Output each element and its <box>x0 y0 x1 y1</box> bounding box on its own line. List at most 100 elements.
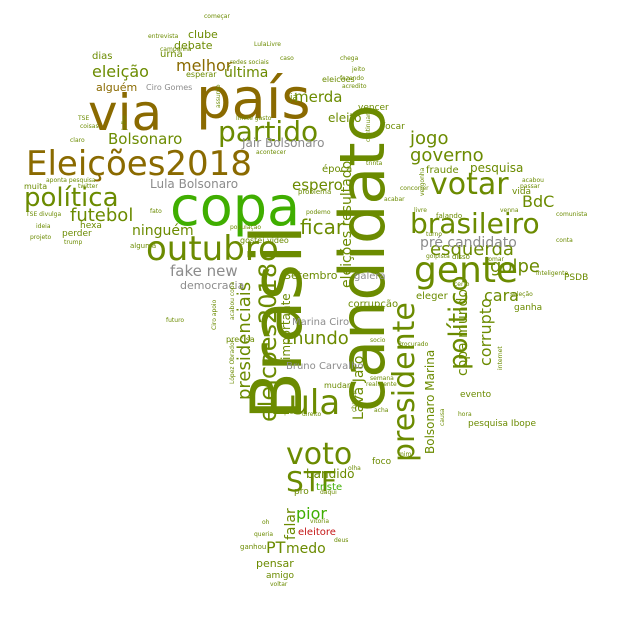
word-pre-candidato: pré candidato <box>420 235 517 251</box>
word-futuro: futuro <box>166 317 185 324</box>
word-galera: galera <box>354 271 386 282</box>
word-gente: gente <box>414 250 519 291</box>
word-eleito: eleito <box>328 111 362 125</box>
word-medo: medo <box>286 541 326 557</box>
word-venna: venna <box>500 207 519 214</box>
word-votar: votar <box>430 167 509 202</box>
word-bandido: bandido <box>306 467 355 481</box>
word-turno: turno <box>426 231 442 238</box>
word-daqui: daqui <box>320 489 337 496</box>
word-vencer: vencer <box>358 103 389 113</box>
word-ciro-gomes: Ciro Gomes <box>146 83 193 92</box>
word-procurado: Procurado <box>398 341 429 348</box>
word-direito: direito <box>302 411 322 418</box>
word-lula-livre: LulaLivre <box>254 41 281 48</box>
word-alguem: alguém <box>96 81 138 94</box>
word-tse: TSE <box>78 115 90 122</box>
word-eleicoes2018: Eleições2018 <box>26 144 252 184</box>
word-assunto: assunto <box>215 84 222 108</box>
word-debate: debate <box>174 39 213 52</box>
word-trinta: trinta <box>366 160 383 167</box>
word-golpe: golpe <box>490 256 540 277</box>
word-dias: dias <box>92 51 113 62</box>
word-falando: falando <box>436 212 463 220</box>
word-pesquisa: pesquisa <box>470 161 524 175</box>
word-inteligente: inteligente <box>536 270 569 277</box>
word-bdc: BdC <box>522 192 555 211</box>
word-certo: certo <box>454 281 470 288</box>
word-redes-sociais: redes sociais <box>230 59 269 66</box>
word-muita: muita <box>24 182 48 191</box>
word-realmente: realmente <box>366 381 397 388</box>
word-eleicoes: eleicoes <box>322 75 355 84</box>
word-pior: pior <box>296 504 327 523</box>
word-pt: PT <box>266 538 286 557</box>
word-aponta-pesquisa: aponta pesquisa <box>46 177 96 184</box>
word-comecar: começar <box>204 13 230 20</box>
word-fake-new: fake new <box>170 262 238 280</box>
word-lopez-obrador: López Obrador <box>229 339 236 384</box>
word-esquerda: esquerda <box>430 239 514 260</box>
word-brasileiro: brasileiro <box>410 207 540 240</box>
word-vida: vida <box>512 187 532 197</box>
word-perder: perder <box>62 229 92 239</box>
word-ganhou: ganhou <box>240 543 267 551</box>
word-eleger: eleger <box>416 291 448 302</box>
word-bruno-carvalho: Bruno Carvalho <box>286 361 364 372</box>
word-coisas: coisas <box>80 123 99 130</box>
word-partido: partido <box>218 115 319 148</box>
word-chega: chega <box>340 55 359 62</box>
word-democracia: democracia <box>180 279 245 292</box>
word-bolsonaro-marina: Bolsonaro Marina <box>423 349 437 454</box>
word-precisa: precisa <box>226 335 255 344</box>
word-corrupto: corrupto <box>476 298 495 366</box>
word-concorrer: concorrer <box>400 185 429 192</box>
word-jair-bolsonaro: Jair Bolsonaro <box>242 136 325 150</box>
word-alguma: alguma <box>130 242 157 250</box>
word-clube: clube <box>188 28 218 41</box>
word-pais: país <box>196 67 311 132</box>
word-conta: conta <box>556 237 573 244</box>
word-ficar: ficar <box>300 215 345 239</box>
word-disso: disso <box>452 253 470 261</box>
word-populacao: população <box>230 224 262 231</box>
word-urna: urna <box>160 49 183 60</box>
word-podemo: podemo <box>306 209 331 216</box>
word-trump: trump <box>64 239 83 246</box>
word-problema: problema <box>298 188 332 196</box>
word-evento: evento <box>460 390 492 400</box>
word-pensar: pensar <box>256 557 294 570</box>
word-lula: Lula <box>270 383 341 423</box>
word-campanha: campanha <box>160 46 192 53</box>
word-amigo: amigo <box>266 571 295 581</box>
word-voltar: voltar <box>270 581 288 588</box>
word-livre: livre <box>414 207 427 214</box>
word-olha: olha <box>348 465 361 472</box>
word-ganha: ganha <box>514 303 543 313</box>
word-triste: triste <box>316 482 343 493</box>
word-hora: hora <box>458 411 472 418</box>
word-julho: julho <box>121 115 128 130</box>
word-tse-divulga: TSE divulga <box>26 211 62 218</box>
word-caso: caso <box>280 55 294 62</box>
word-ultima: última <box>224 65 269 81</box>
word-socio: socio <box>370 337 386 344</box>
word-jogo: jogo <box>410 128 449 149</box>
word-ninguem: ninguém <box>132 223 194 239</box>
word-hexa: hexa <box>80 221 102 231</box>
word-stf: STF <box>286 465 337 498</box>
word-acabar: acabar <box>384 196 405 203</box>
word-melhor: melhor <box>176 56 233 75</box>
word-claro: claro <box>70 137 85 144</box>
word-foco: foco <box>372 457 392 467</box>
word-golpista: golpista <box>426 253 450 260</box>
word-continuar: continuar <box>365 113 372 142</box>
word-internet: internet <box>497 346 504 370</box>
word-causa: causa <box>439 408 446 426</box>
word-passar: passar <box>520 183 540 190</box>
word-eleicoes2018-lc: eleicoes2018 <box>254 262 282 422</box>
word-oh: oh <box>262 519 270 526</box>
word-setembro: Setembro <box>284 269 338 282</box>
word-focar: focar <box>382 122 405 132</box>
